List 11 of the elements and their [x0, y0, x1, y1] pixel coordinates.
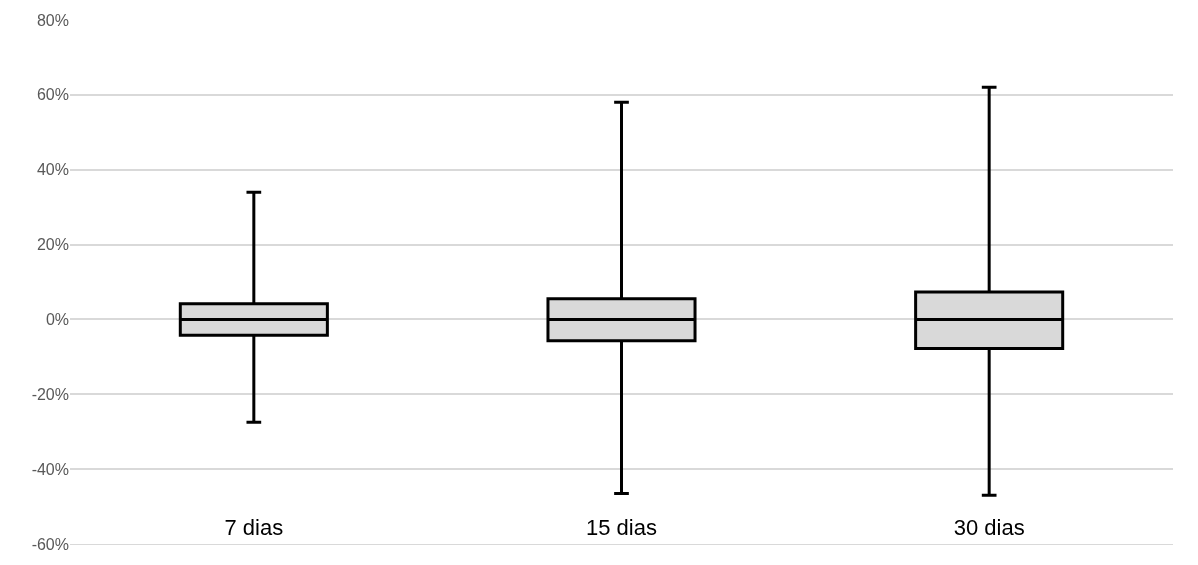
x-tick-label: 30 dias: [953, 515, 1025, 541]
y-tick-label: -20%: [31, 385, 69, 403]
y-tick-label: -60%: [31, 535, 69, 553]
y-tick-label: -40%: [31, 460, 69, 478]
y-tick-label: 60%: [36, 86, 69, 104]
x-tick-label: 7 dias: [224, 515, 284, 541]
y-tick-label: 0%: [45, 311, 69, 329]
y-tick-label: 20%: [36, 236, 69, 254]
x-tick-label: 15 dias: [586, 515, 657, 541]
y-tick-label: 80%: [36, 11, 69, 29]
y-tick-label: 40%: [36, 161, 69, 179]
